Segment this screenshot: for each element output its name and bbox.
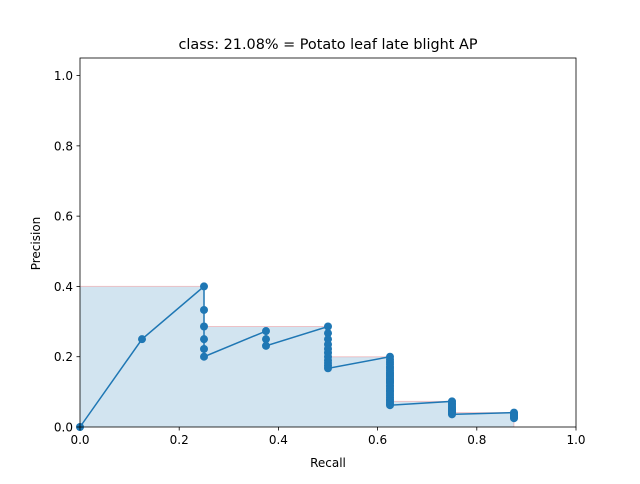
axes-frame xyxy=(79,57,577,428)
y-tick-label: 1.0 xyxy=(54,69,73,83)
x-axis-label: Recall xyxy=(310,456,346,470)
pr-point xyxy=(200,305,208,314)
x-tick-label: 0.6 xyxy=(368,433,387,447)
pr-point xyxy=(262,335,270,344)
pr-point xyxy=(200,352,208,361)
pr-point xyxy=(262,341,270,350)
x-ticks: 0.0 0.2 0.4 0.6 0.8 1.0 xyxy=(70,427,586,447)
x-tick-label: 0.4 xyxy=(269,433,288,447)
x-tick-label: 0.0 xyxy=(70,433,89,447)
y-tick-label: 0.4 xyxy=(54,280,73,294)
pr-point xyxy=(262,327,270,336)
x-tick-label: 0.2 xyxy=(170,433,189,447)
pr-point xyxy=(200,344,208,353)
x-tick-label: 0.8 xyxy=(467,433,486,447)
pr-point xyxy=(200,282,208,291)
y-tick-label: 0.0 xyxy=(54,421,73,435)
pr-point xyxy=(138,335,146,344)
chart-title: class: 21.08% = Potato leaf late blight … xyxy=(179,37,478,53)
pr-point xyxy=(510,414,518,423)
y-ticks: 0.0 0.2 0.4 0.6 0.8 1.0 xyxy=(54,69,80,435)
y-tick-label: 0.6 xyxy=(54,210,73,224)
pr-point xyxy=(386,401,394,410)
y-axis-label: Precision xyxy=(29,217,43,271)
pr-point xyxy=(448,410,456,419)
x-tick-label: 1.0 xyxy=(566,433,585,447)
pr-point xyxy=(324,329,332,338)
pr-point xyxy=(324,322,332,331)
pr-point xyxy=(324,364,332,373)
y-tick-label: 0.8 xyxy=(54,139,73,153)
interpolated-area xyxy=(80,286,514,427)
pr-point-layer xyxy=(76,282,518,431)
y-tick-label: 0.2 xyxy=(54,350,73,364)
pr-point xyxy=(200,322,208,331)
pr-point xyxy=(200,335,208,344)
